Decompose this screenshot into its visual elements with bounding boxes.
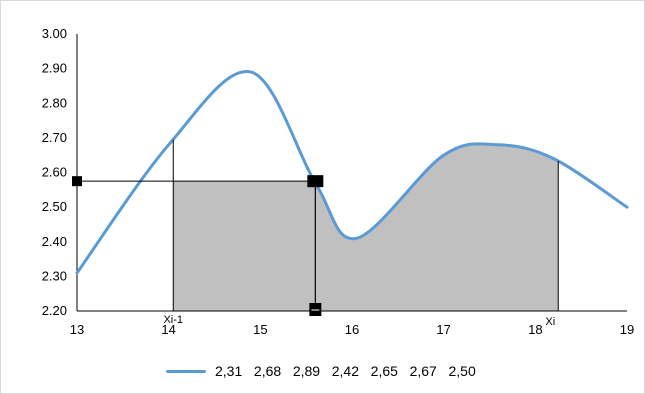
x-i-label: Xi [545, 316, 555, 328]
annotation-group: Xi-1 Xi [72, 139, 559, 328]
y-tick-label: 2.90 [42, 61, 67, 76]
x-prev-label: Xi-1 [163, 314, 183, 326]
y-tick-label: 3.00 [42, 26, 67, 41]
shaded-area [173, 143, 559, 311]
y-tick-label: 2.20 [42, 303, 67, 318]
x-tick-label: 16 [345, 322, 359, 337]
axes-group [76, 34, 627, 312]
y-tick-label: 2.70 [42, 130, 67, 145]
level-marker-right [307, 175, 324, 188]
y-tick-label: 2.50 [42, 199, 67, 214]
level-marker-left [72, 176, 82, 187]
series-line [75, 70, 629, 275]
x-tick-label: 14 [161, 322, 175, 337]
x-tick-label: 17 [436, 322, 450, 337]
shaded-area-group [173, 143, 559, 311]
y-tick-labels: 2.20 2.30 2.40 2.50 2.60 2.70 2.80 2.90 3.00 [42, 26, 67, 318]
y-tick-label: 2.30 [42, 268, 67, 283]
y-tick-label: 2.60 [42, 165, 67, 180]
x-tick-label: 13 [70, 322, 84, 337]
x-tick-label: 19 [620, 322, 634, 337]
x-tick-label: 18 [528, 322, 542, 337]
legend: 2,31 2,68 2,89 2,42 2,65 2,67 2,50 [166, 359, 476, 383]
y-tick-label: 2.40 [42, 234, 67, 249]
y-tick-label: 2.80 [42, 95, 67, 110]
x-tick-label: 15 [253, 322, 267, 337]
legend-line-swatch [166, 369, 206, 373]
series-group [75, 70, 629, 275]
x-tick-labels: 13 14 15 16 17 18 19 [70, 322, 634, 337]
legend-label: 2,31 2,68 2,89 2,42 2,65 2,67 2,50 [215, 363, 476, 379]
